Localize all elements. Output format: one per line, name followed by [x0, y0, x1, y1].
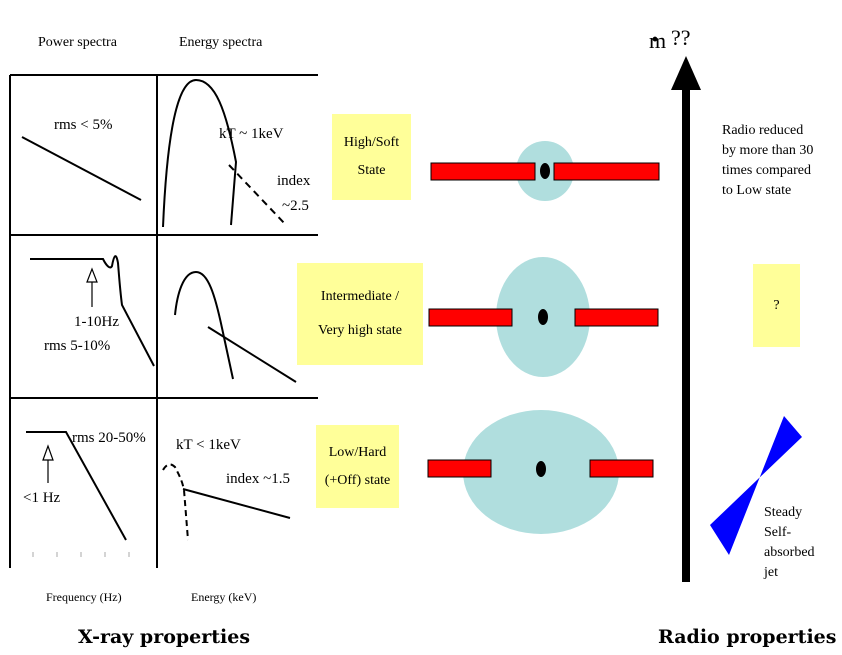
high-soft-state-box: High/Soft State: [332, 114, 411, 200]
low-black-hole: [536, 461, 546, 477]
low-hard-state-box: Low/Hard (+Off) state: [316, 425, 399, 508]
intermediate-energy-tail: [207, 326, 297, 383]
high-power-rms-label: rms < 5%: [54, 117, 113, 133]
energy-axis-label: Energy (keV): [191, 590, 257, 604]
intermediate-freq-label: 1-10Hz: [74, 314, 119, 330]
high-state-line2: State: [357, 163, 386, 178]
high-disk-left: [430, 162, 536, 181]
frequency-axis-ticks: [32, 552, 130, 557]
jet-icon: [710, 416, 802, 555]
power-spectra-header: Power spectra: [38, 35, 117, 50]
high-energy-temp-label: kT ~ 1keV: [219, 126, 284, 142]
intermediate-state-line1: Intermediate /: [320, 289, 400, 304]
intermediate-radio-note: ?: [773, 297, 780, 313]
mdot-dot: ·: [650, 23, 661, 56]
low-disk-right: [589, 459, 654, 478]
intermediate-state-line2: Very high state: [318, 323, 402, 338]
mdot-symbol: m: [649, 28, 667, 53]
intermediate-disk-right: [574, 308, 659, 327]
intermediate-black-hole: [538, 309, 548, 325]
low-energy-powerlaw: [182, 488, 291, 519]
low-rms-label: rms 20-50%: [72, 430, 146, 446]
high-energy-curve: [162, 78, 238, 228]
intermediate-qpo-arrow: [86, 267, 98, 307]
low-energy-index-label: index ~1.5: [226, 471, 290, 487]
energy-spectra-header: Energy spectra: [179, 35, 263, 50]
low-state-line2: (+Off) state: [324, 472, 391, 488]
high-black-hole: [540, 163, 550, 179]
low-freq-label: <1 Hz: [23, 490, 61, 506]
low-disk-left: [427, 459, 492, 478]
high-power-curve: [21, 136, 142, 201]
high-energy-tail: [228, 164, 287, 226]
low-energy-disk: [162, 463, 189, 541]
low-state-line1: Low/Hard: [328, 444, 387, 460]
accretion-rate-arrow: [671, 56, 701, 582]
high-disk-right: [553, 162, 660, 181]
radio-properties-heading: Radio properties: [658, 626, 837, 648]
intermediate-energy-curve: [174, 270, 234, 380]
low-radio-note: Steady Self- absorbed jet: [764, 505, 815, 580]
xray-properties-heading: X-ray properties: [78, 626, 251, 648]
high-state-line1: High/Soft: [343, 135, 400, 150]
low-break-arrow: [42, 444, 54, 483]
high-energy-index-label: index: [277, 173, 311, 189]
intermediate-disk-left: [428, 308, 513, 327]
high-energy-index-value: ~2.5: [282, 198, 309, 214]
frequency-axis-label: Frequency (Hz): [46, 590, 122, 604]
intermediate-state-box: Intermediate / Very high state: [297, 263, 423, 365]
intermediate-radio-box: ?: [753, 264, 800, 347]
intermediate-power-curve: [30, 255, 155, 367]
low-energy-temp-label: kT < 1keV: [176, 437, 241, 453]
high-radio-note: Radio reduced by more than 30 times comp…: [722, 123, 814, 198]
spectra-grid: [9, 74, 318, 568]
low-power-curve: [26, 431, 127, 541]
mdot-question: ??: [671, 25, 691, 50]
intermediate-rms-label: rms 5-10%: [44, 338, 111, 354]
